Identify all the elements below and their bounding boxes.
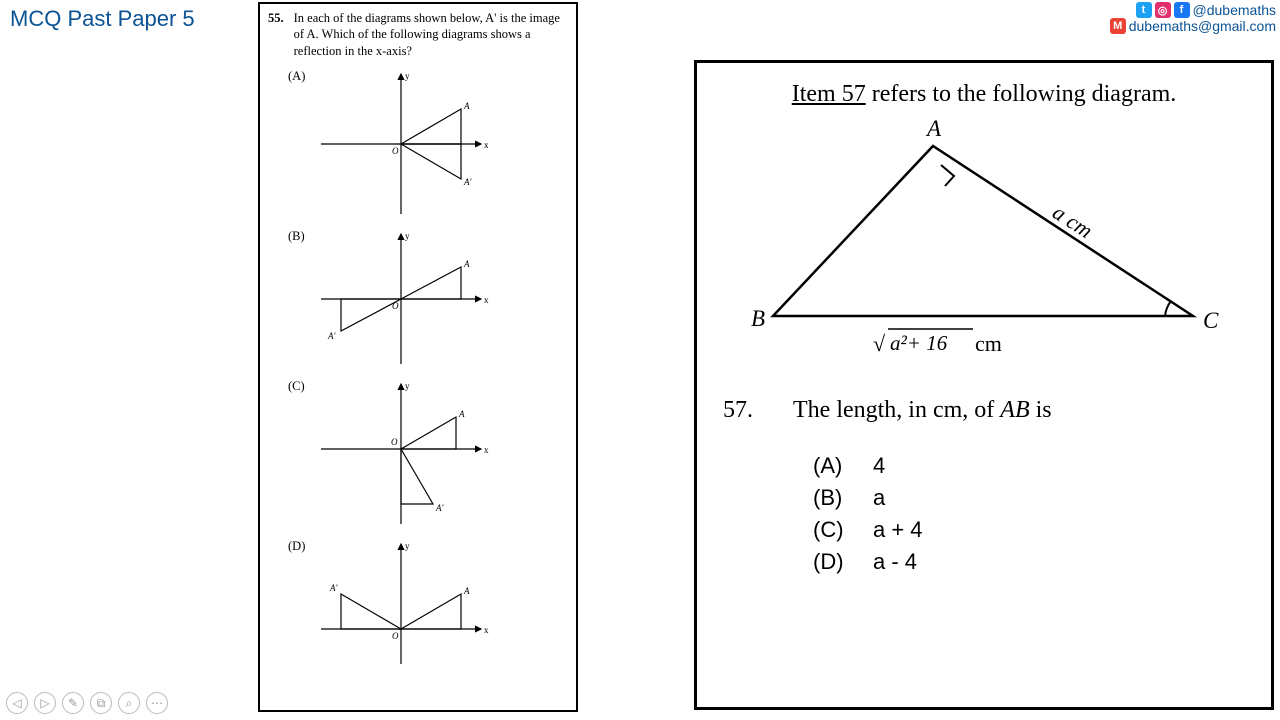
q57-opt-b-key: (B)	[813, 482, 873, 514]
q55-opt-d-label: (D)	[268, 539, 288, 554]
svg-text:A': A'	[435, 503, 444, 513]
q57-opt-a-key: (A)	[813, 450, 873, 482]
svg-text:√: √	[873, 331, 886, 356]
q55-diagram-c: x y O A A'	[306, 379, 496, 529]
svg-text:x: x	[484, 295, 489, 305]
q57-opt-b-val: a	[873, 482, 885, 514]
facebook-icon: f	[1174, 2, 1190, 18]
q55-stem: In each of the diagrams shown below, A' …	[294, 10, 568, 59]
more-button[interactable]: ⋯	[146, 692, 168, 714]
prev-button[interactable]: ◁	[6, 692, 28, 714]
instagram-icon: ◎	[1155, 2, 1171, 18]
svg-text:C: C	[1203, 308, 1219, 333]
q57-text: The length, in cm, of AB is	[793, 397, 1052, 424]
svg-text:y: y	[405, 231, 410, 241]
contact-block: t ◎ f @dubemaths M dubemaths@gmail.com	[1110, 2, 1276, 34]
q57-options: (A)4 (B)a (C)a + 4 (D)a - 4	[813, 450, 1245, 578]
q55-diagram-a: x y O A A'	[306, 69, 496, 219]
page-title: MCQ Past Paper 5	[10, 6, 195, 32]
svg-text:A': A'	[327, 331, 336, 341]
zoom-button[interactable]: ⌕	[118, 692, 140, 714]
q57-opt-c-val: a + 4	[873, 514, 923, 546]
q55-number: 55.	[268, 10, 284, 59]
q55-opt-a-label: (A)	[268, 69, 288, 84]
svg-text:x: x	[484, 445, 489, 455]
next-button[interactable]: ▷	[34, 692, 56, 714]
svg-text:x: x	[484, 625, 489, 635]
svg-text:A': A'	[329, 583, 338, 593]
q55-diagram-d: x y O A A'	[306, 539, 496, 669]
svg-text:O: O	[392, 631, 399, 641]
slides-button[interactable]: ⧉	[90, 692, 112, 714]
q57-header: Item 57 refers to the following diagram.	[723, 81, 1245, 108]
svg-text:a²+ 16: a²+ 16	[890, 331, 948, 355]
svg-text:y: y	[405, 381, 410, 391]
svg-text:A: A	[463, 259, 470, 269]
pen-button[interactable]: ✎	[62, 692, 84, 714]
twitter-icon: t	[1136, 2, 1152, 18]
gmail-icon: M	[1110, 18, 1126, 34]
q57-opt-a-val: 4	[873, 450, 885, 482]
slideshow-controls: ◁ ▷ ✎ ⧉ ⌕ ⋯	[6, 692, 168, 714]
svg-text:A: A	[463, 586, 470, 596]
question-57-panel: Item 57 refers to the following diagram.…	[694, 60, 1274, 710]
svg-text:y: y	[405, 71, 410, 81]
q57-opt-c-key: (C)	[813, 514, 873, 546]
svg-text:O: O	[391, 437, 398, 447]
q55-opt-c-label: (C)	[268, 379, 288, 394]
svg-text:A: A	[925, 116, 942, 141]
q57-opt-d-key: (D)	[813, 546, 873, 578]
svg-text:cm: cm	[975, 331, 1002, 356]
contact-email: dubemaths@gmail.com	[1129, 18, 1276, 34]
svg-text:x: x	[484, 140, 489, 150]
q57-opt-d-val: a - 4	[873, 546, 917, 578]
svg-text:A: A	[463, 101, 470, 111]
q55-opt-b-label: (B)	[268, 229, 288, 244]
social-handle: @dubemaths	[1193, 2, 1276, 18]
q57-number: 57.	[723, 397, 763, 424]
svg-text:y: y	[405, 541, 410, 551]
svg-text:B: B	[751, 306, 765, 331]
question-55-panel: 55. In each of the diagrams shown below,…	[258, 2, 578, 712]
svg-text:A': A'	[463, 177, 472, 187]
q55-diagram-b: x y O A A'	[306, 229, 496, 369]
svg-text:O: O	[392, 146, 399, 156]
q57-triangle-diagram: A B C a cm √ a²+ 16 cm	[723, 116, 1243, 376]
svg-text:A: A	[458, 409, 465, 419]
